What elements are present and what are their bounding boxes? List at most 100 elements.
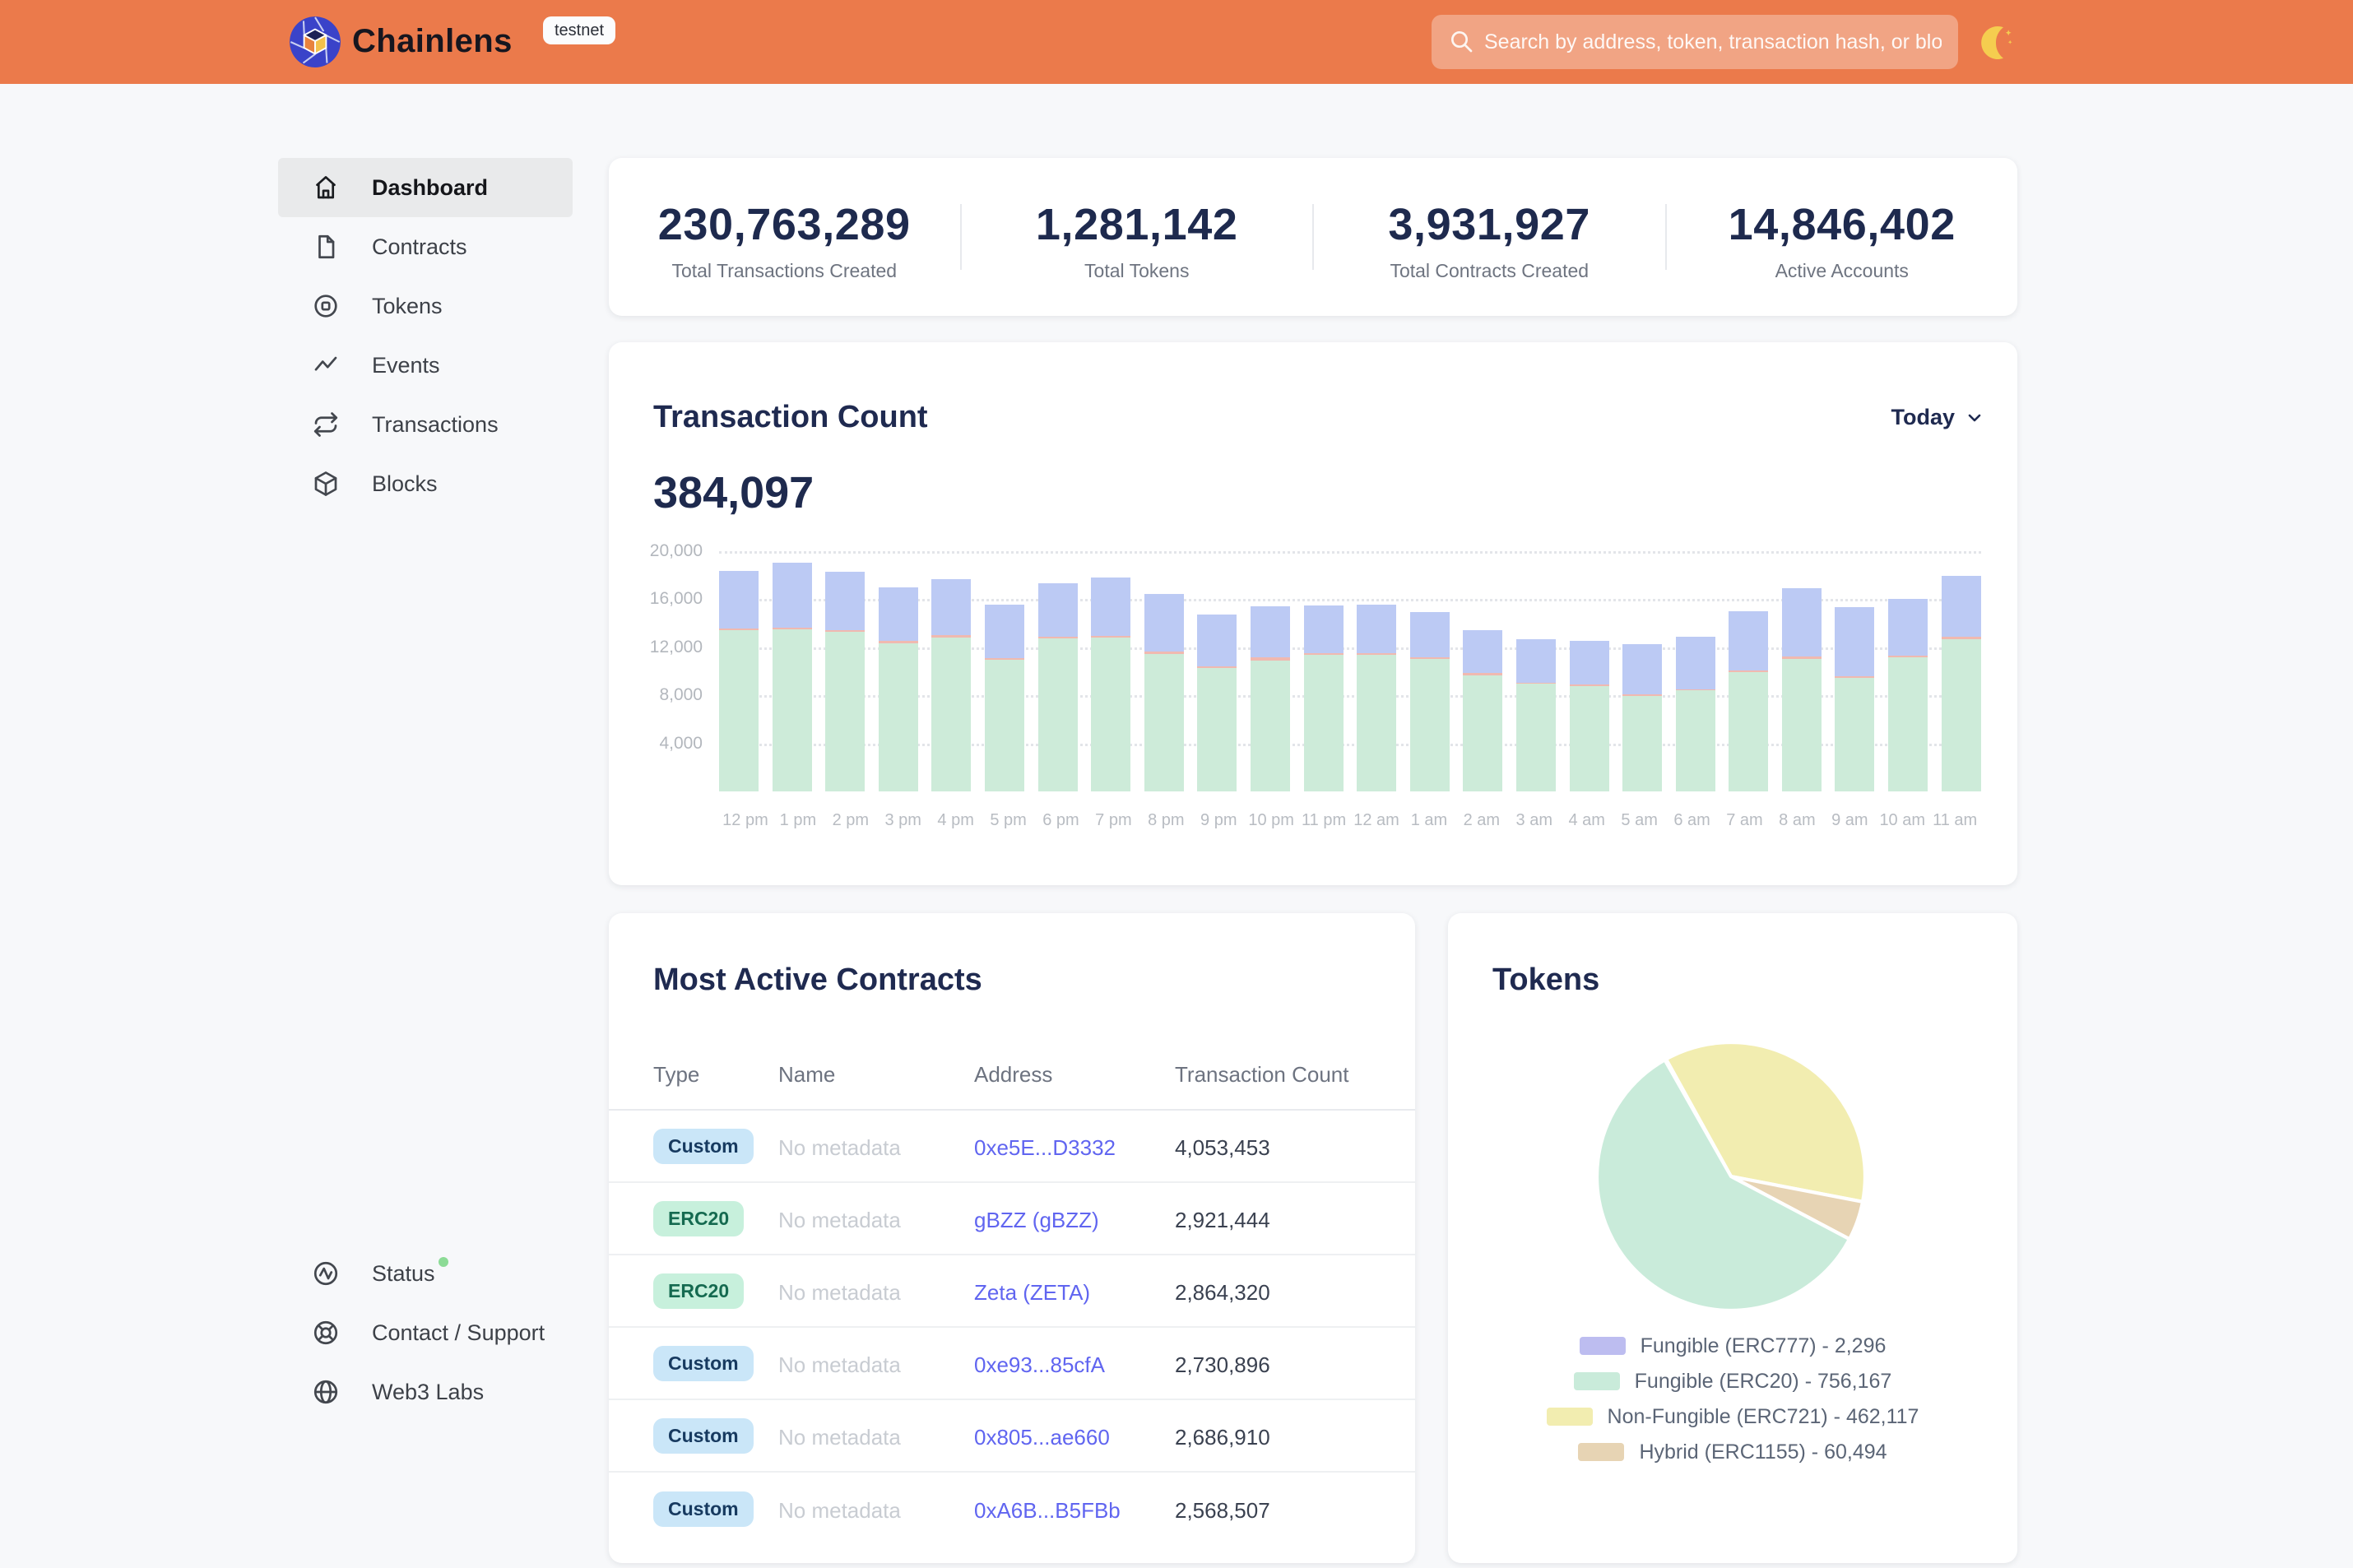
most-active-contracts-title: Most Active Contracts (653, 963, 982, 997)
contract-address-link[interactable]: 0x805...ae660 (974, 1424, 1110, 1450)
search-icon (1451, 31, 1473, 53)
transactions-icon (311, 410, 341, 439)
segment-pink (1091, 636, 1131, 638)
legend-item: Hybrid (ERC1155) - 60,494 (1448, 1439, 2017, 1465)
home-icon (316, 176, 336, 199)
transaction-count-total: 384,097 (653, 468, 814, 517)
segment-green (1569, 685, 1609, 791)
column-header-type: Type (653, 1061, 700, 1087)
segment-green (1941, 638, 1981, 791)
chainlens-logo-icon[interactable] (288, 15, 342, 69)
dark-mode-toggle[interactable] (1978, 23, 2017, 63)
stacked-bar (1941, 576, 1981, 791)
table-row: Custom No metadata 0x805...ae660 2,686,910 (609, 1400, 1415, 1473)
contract-icon (311, 232, 341, 262)
contract-transaction-count: 4,053,453 (1175, 1134, 1270, 1160)
search-input[interactable] (1432, 15, 1958, 69)
table-row: Custom No metadata 0xA6B...B5FBb 2,568,507 (609, 1473, 1415, 1545)
segment-blue (1357, 605, 1397, 654)
legend-item: Fungible (ERC20) - 756,167 (1448, 1368, 2017, 1394)
most-active-contracts-card (609, 913, 1415, 1563)
segment-blue (825, 571, 866, 630)
segment-blue (1941, 576, 1981, 638)
contract-address-link[interactable]: 0xA6B...B5FBb (974, 1497, 1121, 1523)
sidebar-item-label: Tokens (372, 293, 443, 318)
segment-green (825, 631, 866, 791)
segment-blue (1037, 583, 1078, 637)
home-icon (311, 173, 341, 202)
stacked-bar (931, 578, 972, 791)
x-axis-tick: 5 am (1621, 811, 1658, 829)
stacked-bar (1463, 630, 1503, 791)
contract-address-link[interactable]: 0xe93...85cfA (974, 1352, 1105, 1377)
stat-value: 1,281,142 (1035, 200, 1238, 249)
sidebar-item-events[interactable]: Events (278, 336, 573, 395)
contract-address-link[interactable]: gBZZ (gBZZ) (974, 1207, 1099, 1232)
sidebar-item-contracts[interactable]: Contracts (278, 217, 573, 276)
brand-name[interactable]: Chainlens (352, 23, 513, 59)
segment-green (1037, 638, 1078, 791)
segment-green (1144, 653, 1184, 791)
segment-pink (1675, 689, 1715, 691)
segment-blue (1622, 644, 1663, 694)
stacked-bar (984, 605, 1024, 791)
gridline (719, 695, 1981, 698)
table-row: ERC20 No metadata gBZZ (gBZZ) 2,921,444 (609, 1183, 1415, 1255)
sidebar-item-transactions[interactable]: Transactions (278, 395, 573, 454)
contract-name: No metadata (778, 1424, 901, 1450)
token-icon (314, 295, 337, 318)
sidebar-item-web3-labs[interactable]: Web3 Labs (278, 1362, 573, 1422)
tokens-title: Tokens (1492, 963, 1600, 997)
stat-label: Total Transactions Created (671, 260, 898, 281)
contract-name: No metadata (778, 1279, 901, 1305)
stacked-bar (1675, 636, 1715, 791)
segment-pink (825, 629, 866, 632)
stat-value: 14,846,402 (1728, 200, 1956, 249)
segment-green (1197, 668, 1237, 791)
stat-label: Total Contracts Created (1390, 260, 1590, 281)
segment-pink (719, 629, 759, 631)
gridline (719, 647, 1981, 650)
contract-address-link[interactable]: 0xe5E...D3332 (974, 1134, 1116, 1160)
stat-4: 14,846,402 Active Accounts (1664, 158, 2018, 316)
segment-pink (1622, 694, 1663, 696)
support-icon (311, 1318, 341, 1348)
x-axis-tick: 7 am (1726, 811, 1763, 829)
contract-address-link[interactable]: Zeta (ZETA) (974, 1279, 1091, 1305)
stacked-bar (719, 571, 759, 791)
y-axis-tick: 4,000 (659, 733, 703, 753)
segment-pink (1888, 656, 1928, 658)
segment-green (1409, 659, 1450, 791)
segment-blue (1675, 636, 1715, 690)
contract-type-badge: Custom (653, 1128, 754, 1164)
segment-pink (984, 658, 1024, 661)
segment-green (1463, 675, 1503, 791)
legend-swatch (1579, 1337, 1626, 1355)
x-axis-tick: 12 pm (722, 811, 768, 829)
sidebar-footer-nav: Status Contact / Support Web3 Labs (278, 1244, 573, 1422)
sidebar-item-dashboard[interactable]: Dashboard (278, 158, 573, 217)
segment-blue (878, 587, 918, 642)
bar-chart-x-axis: 12 pm 1 pm 2 pm 3 pm 4 pm 5 pm 6 pm 7 pm 8 pm 9 p… (719, 811, 1981, 830)
segment-green (1781, 658, 1822, 791)
legend-item: Fungible (ERC777) - 2,296 (1448, 1333, 2017, 1359)
sidebar-item-tokens[interactable]: Tokens (278, 276, 573, 336)
table-row: Custom No metadata 0xe5E...D3332 4,053,453 (609, 1111, 1415, 1183)
contract-type-badge: Custom (653, 1491, 754, 1527)
y-axis-tick: 12,000 (649, 637, 703, 656)
segment-blue (1781, 588, 1822, 657)
legend-swatch (1573, 1372, 1620, 1390)
sidebar-item-blocks[interactable]: Blocks (278, 454, 573, 513)
stacked-bar (1091, 578, 1131, 791)
segment-pink (931, 635, 972, 638)
gridline (719, 743, 1981, 746)
segment-blue (984, 605, 1024, 659)
stacked-bar (1037, 583, 1078, 791)
sidebar-item-status[interactable]: Status (278, 1244, 573, 1303)
blocks-icon (314, 471, 337, 496)
sidebar-item-contact-support[interactable]: Contact / Support (278, 1303, 573, 1362)
token-icon (311, 291, 341, 321)
global-search (1432, 15, 1958, 69)
range-selector-dropdown[interactable]: Today (1891, 405, 1984, 430)
bar-chart-plot (719, 551, 1981, 791)
